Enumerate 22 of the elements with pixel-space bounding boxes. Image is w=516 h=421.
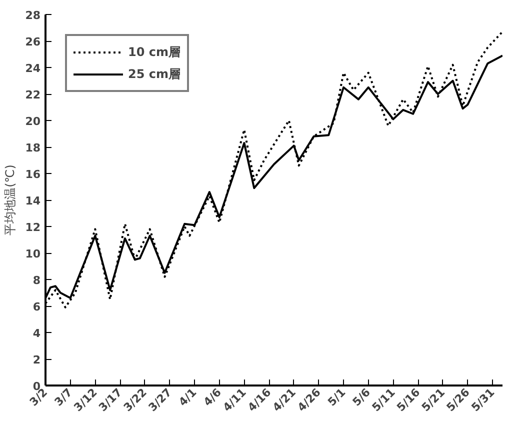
x-tick-label: 5/1 xyxy=(325,386,348,409)
y-axis-title: 平均地温(℃) xyxy=(3,164,18,236)
x-tick-label: 4/6 xyxy=(201,386,224,409)
y-tick-label: 14 xyxy=(25,194,41,208)
legend-label: 10 cm層 xyxy=(128,44,180,60)
y-tick-label: 12 xyxy=(25,221,41,234)
y-tick-label: 16 xyxy=(25,168,41,181)
y-tick-label: 2 xyxy=(32,354,40,366)
y-tick-label: 28 xyxy=(25,9,41,22)
y-tick-label: 6 xyxy=(32,300,41,314)
y-tick-label: 4 xyxy=(32,327,41,340)
y-tick-label: 22 xyxy=(25,88,41,102)
y-tick-label: 10 xyxy=(25,248,41,260)
x-tick-label: 5/6 xyxy=(350,386,374,409)
y-tick-label: 26 xyxy=(25,36,41,48)
y-tick-label: 20 xyxy=(25,115,41,128)
y-tick-label: 24 xyxy=(25,62,41,75)
y-tick-label: 8 xyxy=(32,274,40,287)
y-tick-label: 18 xyxy=(25,142,41,154)
x-tick-label: 3/7 xyxy=(52,386,75,409)
legend-label: 25 cm層 xyxy=(128,66,180,82)
x-tick-label: 4/1 xyxy=(176,386,200,409)
